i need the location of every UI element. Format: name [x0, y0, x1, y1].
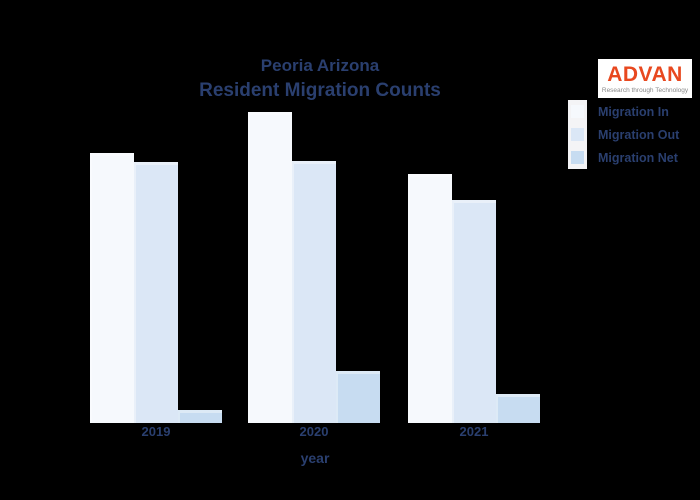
- x-tick-label-2019: 2019: [141, 424, 171, 439]
- chart-title-line2: Resident Migration Counts: [199, 80, 441, 101]
- x-axis-title: year: [300, 450, 330, 466]
- advan-logo: ADVAN Research through Technology: [598, 59, 692, 98]
- bar-migration-out-2019: [134, 162, 178, 423]
- legend-swatch-strip: [568, 123, 587, 146]
- legend-label: Migration In: [598, 104, 669, 119]
- x-tick-label-2021: 2021: [459, 424, 489, 439]
- legend-label: Migration Net: [598, 150, 678, 165]
- legend-item-migration-out[interactable]: Migration Out: [568, 123, 679, 146]
- legend-label: Migration Out: [598, 127, 680, 142]
- advan-logo-tagline: Research through Technology: [601, 86, 689, 94]
- legend: Migration In Migration Out Migration Net: [568, 100, 679, 169]
- bar-migration-net-2020: [336, 371, 380, 423]
- bar-migration-net-2019: [178, 410, 222, 423]
- legend-swatch-migration-net: [571, 151, 584, 164]
- x-tick-label-2020: 2020: [299, 424, 329, 439]
- bar-migration-out-2021: [452, 200, 496, 423]
- bar-migration-in-2019: [90, 153, 134, 423]
- legend-swatch-migration-in: [571, 105, 584, 118]
- bar-migration-in-2021: [408, 174, 452, 423]
- legend-item-migration-net[interactable]: Migration Net: [568, 146, 679, 169]
- legend-swatch-migration-out: [571, 128, 584, 141]
- bar-migration-in-2020: [248, 112, 292, 423]
- legend-swatch-strip: [568, 100, 587, 123]
- chart-title: Peoria Arizona Resident Migration Counts: [0, 56, 640, 102]
- chart-title-line1: Peoria Arizona: [260, 56, 380, 75]
- bar-migration-out-2020: [292, 161, 336, 423]
- advan-logo-wordmark: ADVAN: [607, 62, 683, 86]
- bar-migration-net-2021: [496, 394, 540, 423]
- legend-item-migration-in[interactable]: Migration In: [568, 100, 679, 123]
- legend-swatch-strip: [568, 146, 587, 169]
